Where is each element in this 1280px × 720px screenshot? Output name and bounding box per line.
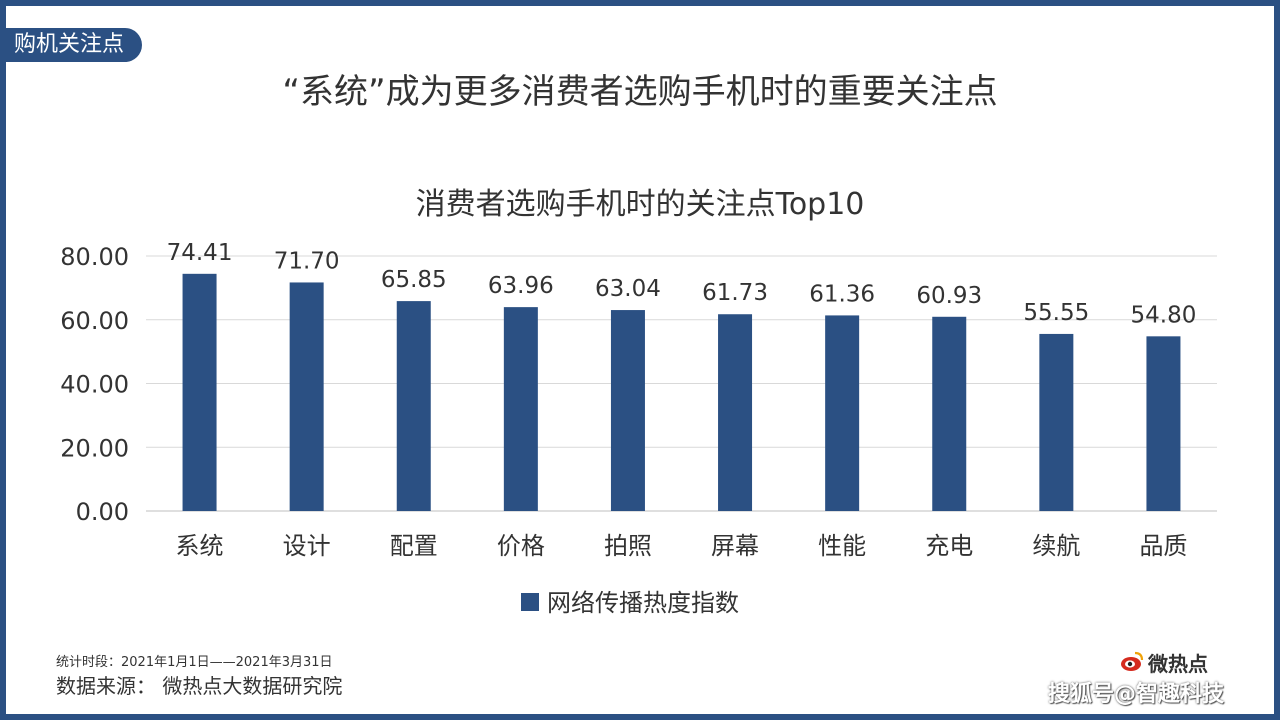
y-tick-label: 0.00 xyxy=(76,498,129,526)
x-tick-label: 配置 xyxy=(390,532,438,560)
watermark: 搜狐号@智趣科技 xyxy=(1048,682,1225,707)
data-source: 数据来源： 微热点大数据研究院 xyxy=(56,674,343,698)
weibo-eye-icon xyxy=(1121,651,1144,671)
y-axis-ticks: 0.00 20.00 40.00 60.00 80.00 xyxy=(60,243,129,526)
x-tick-label: 拍照 xyxy=(604,532,652,560)
brand-name: 微热点 xyxy=(1148,651,1208,676)
x-axis-ticks: 系统 设计 配置 价格 拍照 屏幕 性能 充电 续航 品质 xyxy=(176,532,1188,560)
stat-period: 统计时段：2021年1月1日——2021年3月31日 xyxy=(56,655,333,670)
brand-logo: 微热点 xyxy=(1120,648,1208,676)
bar xyxy=(610,310,645,511)
x-tick-label: 品质 xyxy=(1139,532,1187,560)
x-tick-label: 设计 xyxy=(283,532,331,560)
bar xyxy=(718,314,753,511)
x-tick-label: 系统 xyxy=(176,532,224,560)
data-label: 61.36 xyxy=(809,281,875,307)
legend-label: 网络传播热度指数 xyxy=(547,589,739,617)
x-tick-label: 价格 xyxy=(497,532,545,560)
y-tick-label: 40.00 xyxy=(60,371,129,399)
legend: 网络传播热度指数 xyxy=(521,589,739,617)
y-tick-label: 80.00 xyxy=(60,243,129,271)
page-title: “系统”成为更多消费者选购手机时的重要关注点 xyxy=(282,72,998,112)
x-tick-label: 充电 xyxy=(925,532,973,560)
x-tick-label: 屏幕 xyxy=(711,532,759,560)
x-tick-label: 续航 xyxy=(1032,532,1080,560)
y-tick-label: 60.00 xyxy=(60,307,129,335)
x-tick-label: 性能 xyxy=(818,532,866,560)
data-label: 61.73 xyxy=(702,280,768,306)
data-label: 63.04 xyxy=(595,276,661,302)
bar xyxy=(1146,336,1181,511)
data-label: 60.93 xyxy=(916,283,982,309)
section-tab: 购机关注点 xyxy=(6,28,143,62)
legend-swatch xyxy=(521,593,539,611)
data-label: 71.70 xyxy=(274,248,340,274)
bar xyxy=(503,307,538,511)
bar xyxy=(289,282,324,511)
bar xyxy=(932,316,967,511)
data-label: 63.96 xyxy=(488,273,554,299)
data-label: 65.85 xyxy=(381,267,447,293)
bar xyxy=(825,315,860,511)
data-label: 55.55 xyxy=(1023,300,1089,326)
bar xyxy=(396,301,431,511)
chart-title: 消费者选购手机时的关注点Top10 xyxy=(416,187,865,222)
bars: 74.41 71.70 65.85 63.96 63.04 61.73 61.36 60.93… xyxy=(167,240,1197,511)
gridlines xyxy=(146,255,1217,512)
bar xyxy=(182,273,217,511)
y-tick-label: 20.00 xyxy=(60,434,129,462)
data-label: 74.41 xyxy=(167,240,233,266)
data-label: 54.80 xyxy=(1131,302,1197,328)
bar xyxy=(1039,333,1074,511)
